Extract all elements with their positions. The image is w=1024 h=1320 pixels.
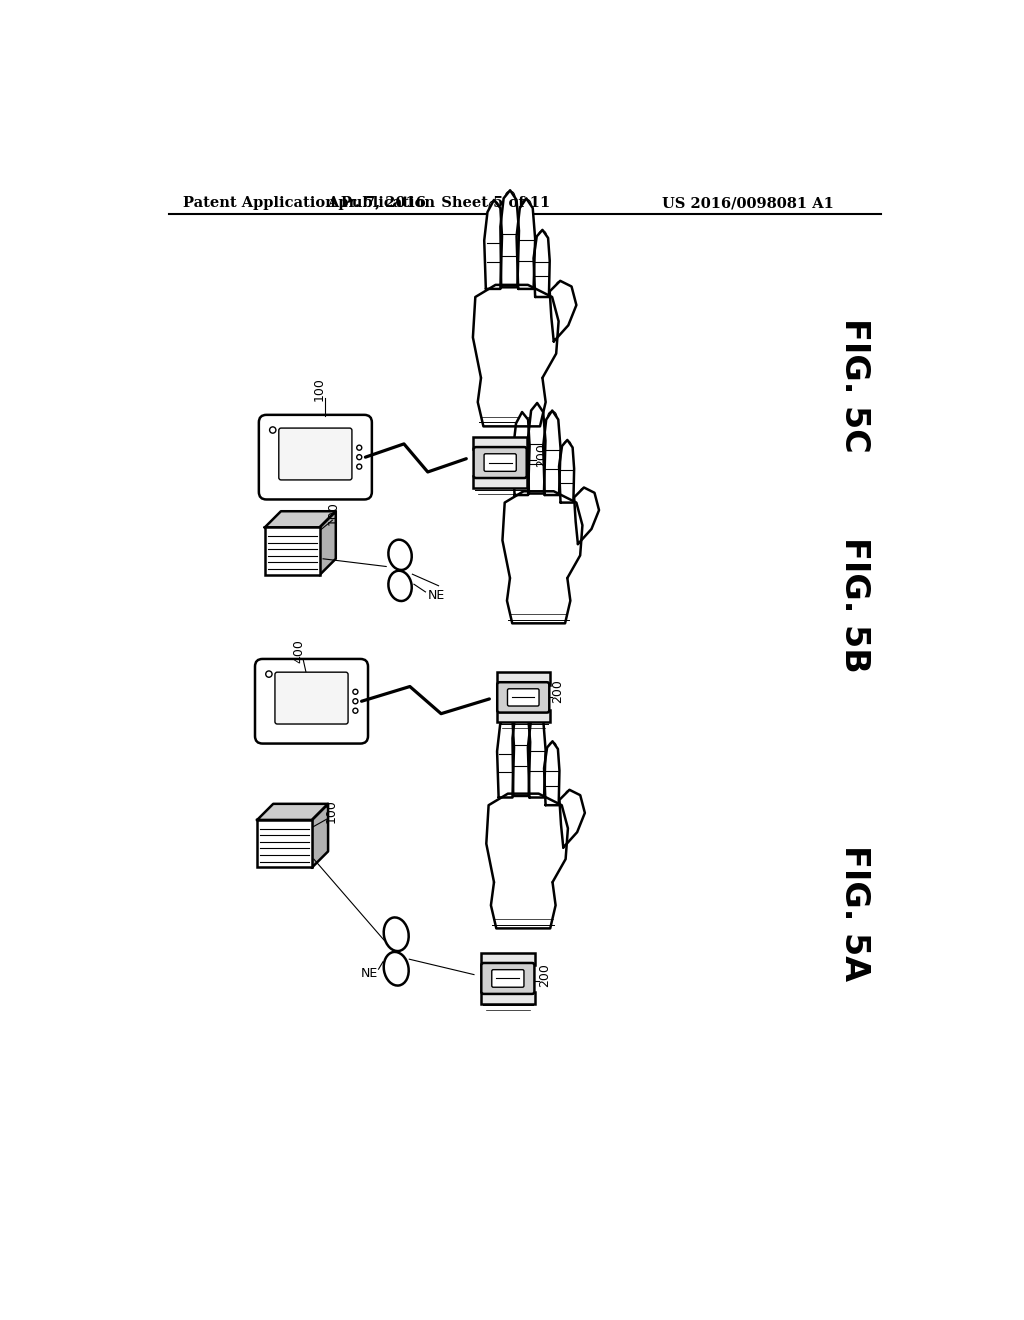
Polygon shape (484, 199, 502, 289)
Polygon shape (513, 412, 529, 495)
FancyBboxPatch shape (481, 953, 535, 965)
FancyBboxPatch shape (481, 991, 535, 1005)
FancyBboxPatch shape (255, 659, 368, 743)
Text: NE: NE (360, 966, 378, 979)
FancyBboxPatch shape (473, 475, 527, 488)
FancyBboxPatch shape (257, 820, 312, 867)
Polygon shape (516, 198, 536, 289)
Text: 400: 400 (292, 639, 305, 663)
FancyBboxPatch shape (497, 710, 550, 722)
Polygon shape (528, 403, 546, 494)
FancyBboxPatch shape (497, 672, 550, 685)
Text: FIG. 5B: FIG. 5B (838, 537, 870, 673)
Text: 200: 200 (551, 680, 563, 704)
Text: Apr. 7, 2016   Sheet 5 of 11: Apr. 7, 2016 Sheet 5 of 11 (327, 197, 550, 210)
Polygon shape (486, 793, 568, 882)
FancyBboxPatch shape (484, 454, 516, 471)
Polygon shape (265, 511, 336, 527)
Polygon shape (543, 411, 560, 495)
Polygon shape (544, 742, 559, 805)
Text: FIG. 5C: FIG. 5C (838, 318, 870, 453)
Polygon shape (490, 882, 556, 928)
Text: Patent Application Publication: Patent Application Publication (183, 197, 435, 210)
Text: 200: 200 (539, 962, 551, 986)
Polygon shape (319, 511, 336, 576)
Text: 100: 100 (325, 800, 337, 824)
Ellipse shape (388, 570, 412, 601)
FancyBboxPatch shape (473, 437, 527, 449)
Text: 100: 100 (312, 378, 326, 401)
Polygon shape (501, 190, 519, 288)
FancyBboxPatch shape (265, 527, 319, 576)
Polygon shape (574, 487, 599, 544)
Text: 100: 100 (327, 500, 340, 524)
Text: US 2016/0098081 A1: US 2016/0098081 A1 (662, 197, 834, 210)
FancyBboxPatch shape (481, 964, 535, 994)
Polygon shape (257, 804, 328, 820)
Text: 200: 200 (536, 444, 548, 467)
FancyBboxPatch shape (259, 414, 372, 499)
Polygon shape (550, 281, 577, 342)
Polygon shape (559, 440, 574, 503)
Polygon shape (507, 578, 570, 623)
FancyBboxPatch shape (473, 447, 526, 478)
Text: NE: NE (428, 589, 444, 602)
FancyBboxPatch shape (498, 682, 549, 713)
FancyBboxPatch shape (279, 428, 352, 480)
Ellipse shape (384, 917, 409, 952)
Polygon shape (503, 491, 583, 578)
Polygon shape (559, 789, 585, 847)
FancyBboxPatch shape (275, 672, 348, 723)
Polygon shape (534, 230, 550, 297)
FancyBboxPatch shape (492, 970, 524, 987)
Ellipse shape (388, 540, 412, 570)
FancyBboxPatch shape (508, 689, 539, 706)
Text: FIG. 5A: FIG. 5A (838, 845, 870, 981)
Polygon shape (497, 713, 514, 797)
Polygon shape (528, 711, 546, 797)
Polygon shape (473, 285, 559, 378)
Polygon shape (312, 804, 328, 867)
Polygon shape (478, 378, 546, 426)
Polygon shape (512, 704, 530, 796)
Ellipse shape (384, 952, 409, 986)
